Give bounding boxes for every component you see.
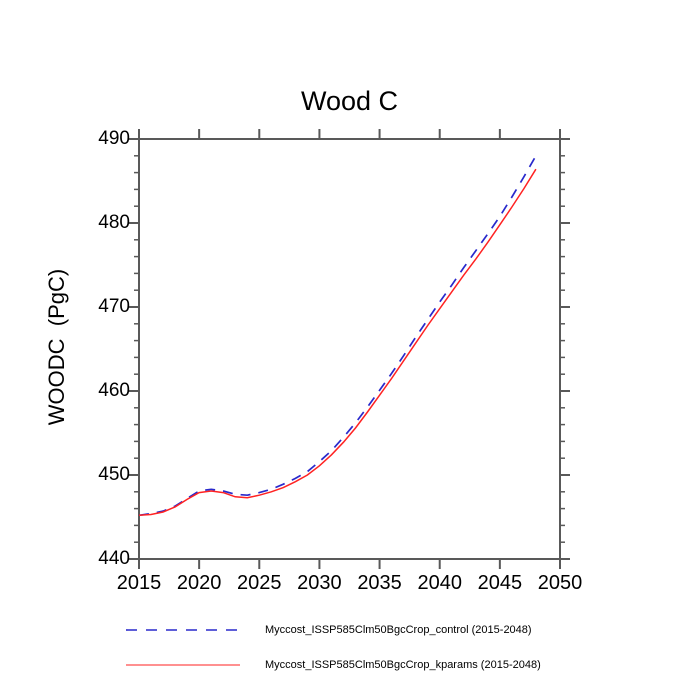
series-line-control: [138, 155, 537, 517]
y-tick-label: 440: [98, 548, 130, 569]
x-tick-label: 2030: [297, 572, 342, 594]
x-tick-label: 2015: [116, 572, 162, 594]
x-tick-label: 2040: [417, 572, 462, 594]
y-tick-label: 490: [98, 128, 130, 149]
y-tick-label: 450: [98, 464, 130, 485]
chart-title: Wood C: [300, 86, 399, 116]
series-line-kparams: [138, 168, 537, 517]
y-tick-label: 470: [98, 296, 130, 317]
y-tick-label: 460: [98, 380, 130, 401]
x-tick-label: 2045: [477, 572, 523, 594]
x-tick-label: 2035: [357, 572, 402, 594]
x-tick-label: 2050: [537, 572, 583, 594]
x-tick-label: 2020: [176, 572, 222, 594]
x-tick-label: 2025: [237, 572, 282, 594]
y-tick-label: 480: [98, 212, 130, 233]
legend-label-kparams: Myccost_ISSP585Clm50BgcCrop_kparams (201…: [265, 659, 541, 671]
legend-label-control: Myccost_ISSP585Clm50BgcCrop_control (201…: [265, 624, 532, 636]
